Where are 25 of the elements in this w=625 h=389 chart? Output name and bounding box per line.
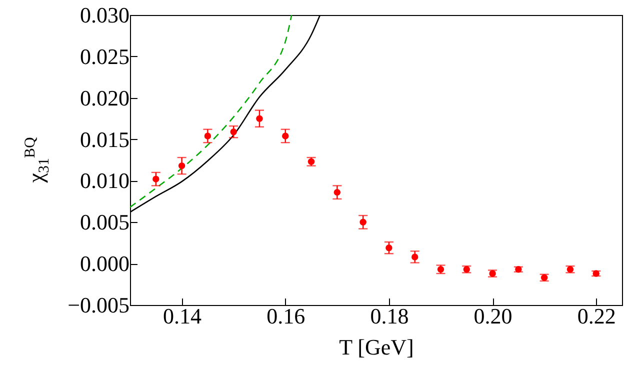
point <box>178 162 186 170</box>
point <box>386 244 392 252</box>
y-tick-label: 0.020 <box>80 85 130 110</box>
y-tick-label: 0.010 <box>80 168 130 194</box>
x-axis-title: T [GeV] <box>339 334 414 360</box>
point <box>360 218 366 226</box>
y-tick-label: 0.000 <box>80 251 130 276</box>
point <box>334 188 341 196</box>
x-tick-label: 0.20 <box>474 304 512 328</box>
point <box>204 132 212 140</box>
point <box>152 176 160 182</box>
point <box>282 132 289 140</box>
y-tick-label: 0.025 <box>80 44 130 69</box>
line-series <box>130 15 292 208</box>
point <box>411 254 418 260</box>
point <box>256 115 263 122</box>
x-tick-label: 0.16 <box>266 304 306 328</box>
y-tick-label: 0.015 <box>80 126 130 152</box>
x-tick-label: 0.14 <box>163 304 202 328</box>
point <box>230 128 237 136</box>
y-tick-label: −0.005 <box>68 292 130 318</box>
x-tick-label: 0.22 <box>577 304 616 328</box>
y-tick-label: 0.030 <box>80 2 130 28</box>
x-tick-label: 0.18 <box>370 304 409 328</box>
y-tick-label: 0.005 <box>80 210 130 235</box>
